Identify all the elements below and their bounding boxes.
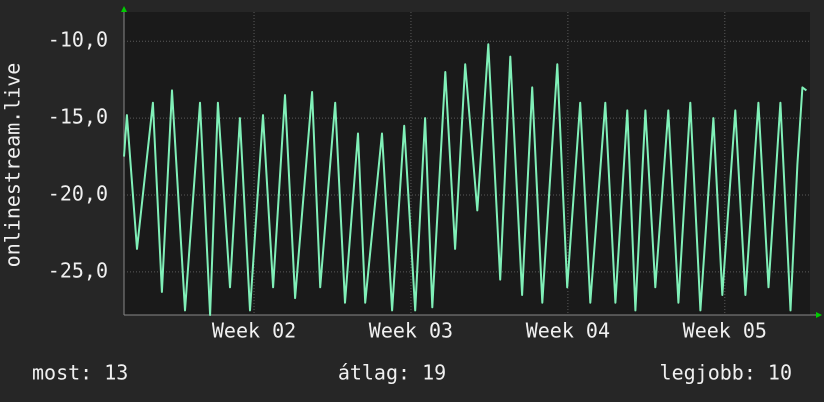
line	[123, 43, 807, 316]
y-tick-label: -25,0	[48, 258, 108, 282]
x-tick-label: Week 02	[212, 319, 296, 343]
y-tick-label: -20,0	[48, 182, 108, 206]
y-axis-arrow	[121, 6, 127, 12]
footer-current: most: 13	[32, 361, 128, 385]
x-tick-label: Week 03	[369, 319, 453, 343]
x-tick-label: Week 05	[683, 319, 767, 343]
y-tick-label: -15,0	[48, 105, 108, 129]
y-tick-label: -10,0	[48, 28, 108, 52]
x-axis-arrow	[816, 312, 822, 318]
x-tick-label: Week 04	[526, 319, 610, 343]
plot-area	[124, 12, 810, 315]
footer-best: legjobb: 10	[660, 361, 792, 385]
footer-average: átlag: 19	[338, 361, 446, 385]
y-axis-label: onlinestream.live	[1, 63, 25, 268]
